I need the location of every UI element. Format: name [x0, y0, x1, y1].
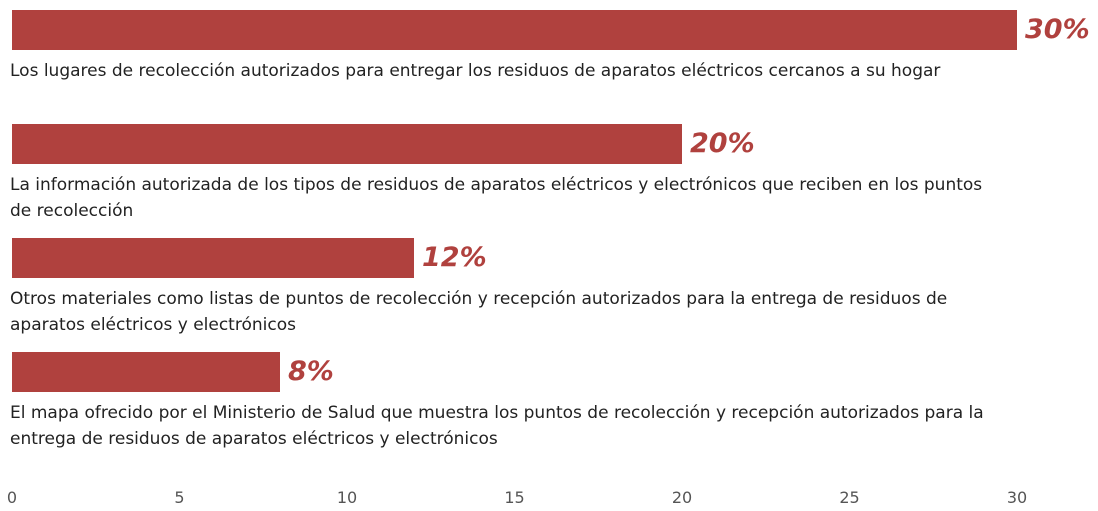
category-label: El mapa ofrecido por el Ministerio de Sa…: [10, 403, 984, 449]
x-tick-label: 0: [6, 488, 18, 507]
bar: [12, 352, 280, 392]
value-label: 8%: [288, 356, 334, 387]
bar: [12, 238, 414, 278]
x-tick-label: 5: [174, 488, 185, 507]
x-tick-label: 25: [839, 488, 860, 507]
x-tick-label: 30: [1006, 488, 1028, 507]
value-label: 12%: [422, 242, 487, 273]
category-label: Otros materiales como listas de puntos d…: [10, 289, 948, 335]
x-tick-label: 15: [504, 488, 525, 507]
value-label: 20%: [690, 128, 755, 159]
category-label: La información autorizada de los tipos d…: [10, 175, 983, 221]
bar: [12, 124, 682, 164]
category-label: Los lugares de recolección autorizados p…: [10, 61, 941, 81]
x-tick-label: 20: [671, 488, 693, 507]
value-label: 30%: [1025, 14, 1090, 45]
bar: [12, 10, 1017, 50]
x-tick-label: 10: [336, 488, 358, 507]
